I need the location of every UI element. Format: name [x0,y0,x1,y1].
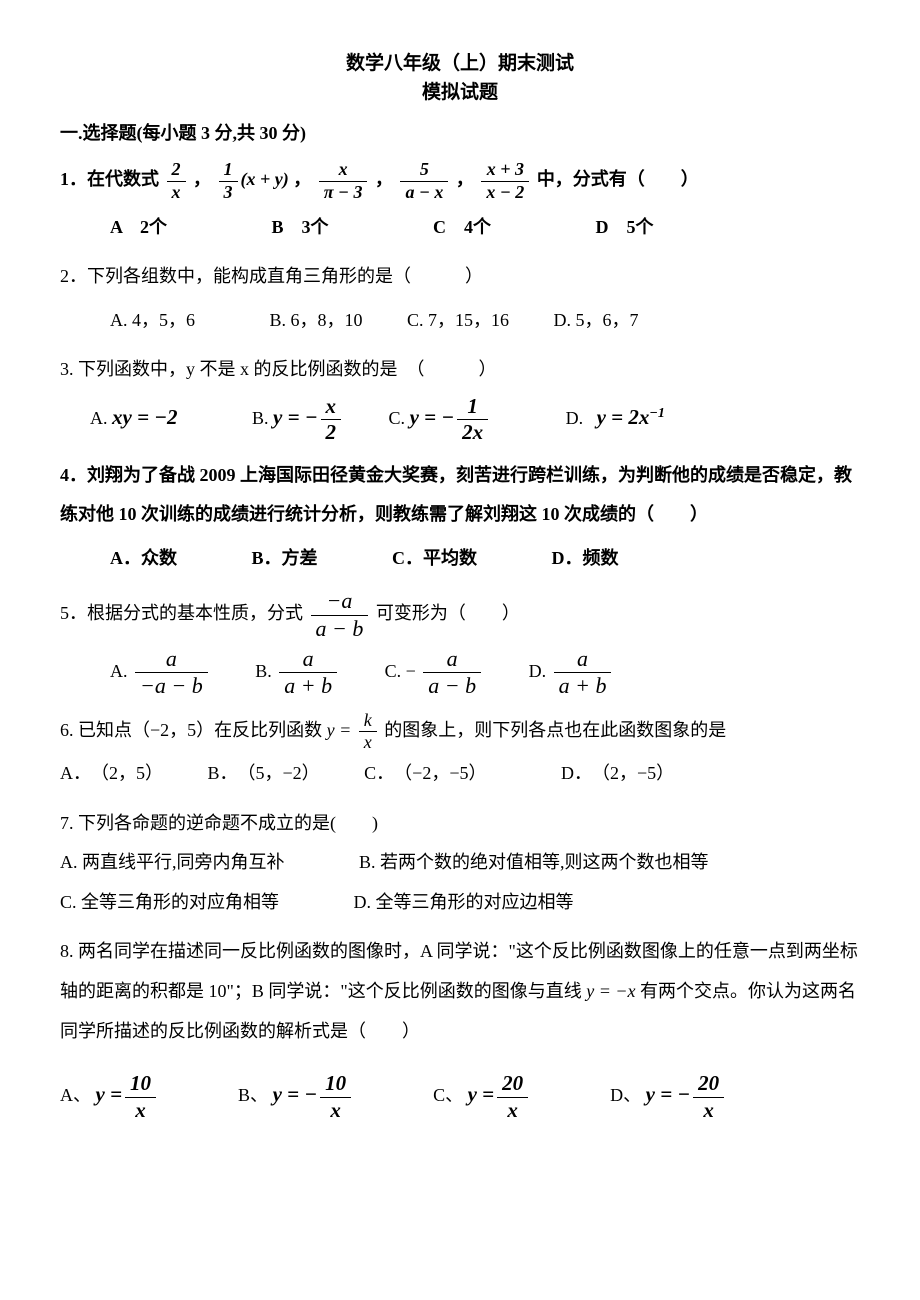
title-line-2: 模拟试题 [60,79,860,108]
q1-option-a: A 2个 [110,208,167,248]
q1-frac-2: 13 [219,159,238,203]
q7-options-row1: A. 两直线平行,同旁内角互补 B. 若两个数的绝对值相等,则这两个数也相等 [60,843,860,883]
q3-option-a: A. xy = −2 [90,394,178,440]
q5-options: A. a−a − b B. aa + b C. − aa − b D. aa +… [60,646,860,700]
q3-text: 3. 下列函数中，y 不是 x 的反比例函数的是 （ ） [60,350,860,390]
q2-option-d: D. 5，6，7 [554,301,639,341]
q6-option-c: C． （−2，−5） [364,763,486,783]
q4-option-d: D．频数 [552,539,619,579]
q1-frac-1: 2x [167,159,186,203]
q1-option-b: B 3个 [272,208,329,248]
q7-option-b: B. 若两个数的绝对值相等,则这两个数也相等 [359,852,709,872]
section-header: 一.选择题(每小题 3 分,共 30 分) [60,117,860,149]
q4-text: 4．刘翔为了备战 2009 上海国际田径黄金大奖赛，刻苦进行跨栏训练，为判断他的… [60,456,860,535]
q8-option-a: A、 y =10x [60,1085,164,1105]
q5-prefix: 5．根据分式的基本性质，分式 [60,603,303,623]
q2-options: A. 4，5，6 B. 6，8，10 C. 7，15，16 D. 5，6，7 [60,301,860,341]
q8-option-d: D、 y = −20x [610,1085,727,1105]
q5-suffix: 可变形为（ ） [376,603,520,623]
q8-option-c: C、 y =20x [433,1085,536,1105]
q4-option-a: A．众数 [110,539,177,579]
q7-option-c: C. 全等三角形的对应角相等 [60,892,279,912]
q2-option-c: C. 7，15，16 [407,301,509,341]
q5-option-d: D. aa + b [529,646,615,700]
q7-options-row2: C. 全等三角形的对应角相等 D. 全等三角形的对应边相等 [60,883,860,923]
q3-options: A. xy = −2 B. y = −x2 C. y = −12x D. y =… [60,394,860,446]
q6-option-b: B． （5，−2） [208,763,320,783]
q4-option-c: C．平均数 [392,539,477,579]
q3-option-b: B. y = −x2 [252,394,344,446]
question-8: 8. 两名同学在描述同一反比例函数的图像时，A 同学说："这个反比例函数图像上的… [60,932,860,1122]
q7-option-d: D. 全等三角形的对应边相等 [354,892,574,912]
q6-frac: kx [359,710,377,754]
q5-option-b: B. aa + b [255,646,340,700]
q1-frac-4: 5a − x [400,159,448,203]
question-6: 6. 已知点（−2，5）在反比列函数 y = kx 的图象上，则下列各点也在此函… [60,710,860,794]
question-5: 5．根据分式的基本性质，分式 −aa − b 可变形为（ ） A. a−a − … [60,588,860,700]
page-title: 数学八年级（上）期末测试 模拟试题 [60,50,860,107]
q1-option-c: C 4个 [433,208,491,248]
q3-option-c: C. y = −12x [389,394,492,446]
q4-option-b: B．方差 [252,539,318,579]
q6-prefix: 6. 已知点（−2，5）在反比列函数 [60,720,322,740]
q1-frac-3: xπ − 3 [319,159,368,203]
title-line-1: 数学八年级（上）期末测试 [60,50,860,79]
q2-text: 2．下列各组数中，能构成直角三角形的是（ ） [60,257,860,297]
q5-option-c: C. − aa − b [385,646,485,700]
question-1: 1．在代数式 2x ， 13(x + y) ， xπ − 3 ， 5a − x … [60,159,860,247]
question-2: 2．下列各组数中，能构成直角三角形的是（ ） A. 4，5，6 B. 6，8，1… [60,257,860,340]
q8-options: A、 y =10x B、 y = −10x C、 y =20x D、 y = −… [60,1071,860,1123]
q6-option-a: A． （2，5） [60,763,163,783]
q8-inline-math: y = −x [586,981,635,1001]
q1-option-d: D 5个 [596,208,654,248]
q6-option-d: D． （2，−5） [561,763,674,783]
q1-prefix: 1．在代数式 [60,170,159,190]
q1-frac-5: x + 3x − 2 [481,159,529,203]
q4-options: A．众数 B．方差 C．平均数 D．频数 [60,539,860,579]
q3-option-d: D. y = 2x−1 [566,394,665,440]
question-4: 4．刘翔为了备战 2009 上海国际田径黄金大奖赛，刻苦进行跨栏训练，为判断他的… [60,456,860,579]
q2-option-a: A. 4，5，6 [110,301,195,341]
question-3: 3. 下列函数中，y 不是 x 的反比例函数的是 （ ） A. xy = −2 … [60,350,860,445]
q1-options: A 2个 B 3个 C 4个 D 5个 [60,208,860,248]
q7-text: 7. 下列各命题的逆命题不成立的是( ) [60,804,860,844]
q2-option-b: B. 6，8，10 [270,301,363,341]
q5-option-a: A. a−a − b [110,646,211,700]
q6-suffix: 的图象上，则下列各点也在此函数图象的是 [384,720,726,740]
q6-options: A． （2，5） B． （5，−2） C． （−2，−5） D． （2，−5） [60,754,860,794]
q8-option-b: B、 y = −10x [238,1085,359,1105]
question-7: 7. 下列各命题的逆命题不成立的是( ) A. 两直线平行,同旁内角互补 B. … [60,804,860,923]
q5-main-frac: −aa − b [311,588,369,642]
q7-option-a: A. 两直线平行,同旁内角互补 [60,852,285,872]
